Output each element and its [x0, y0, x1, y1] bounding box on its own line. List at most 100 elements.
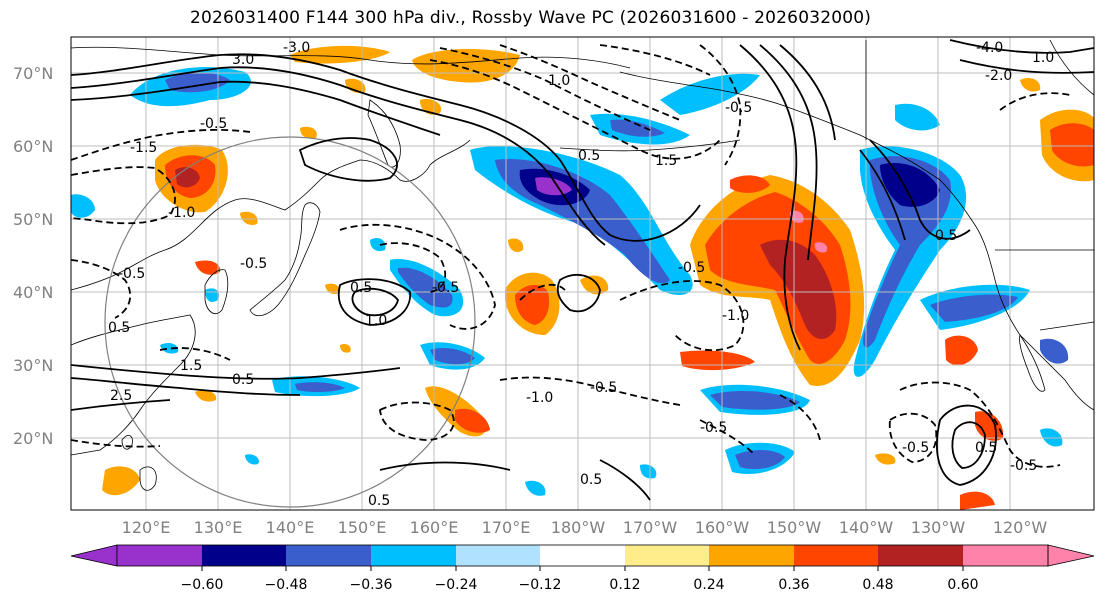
contour-solid — [379, 461, 511, 471]
contour-label: -1.0 — [168, 205, 195, 221]
contour-label: -0.5 — [118, 266, 145, 282]
contour-label: -4.0 — [976, 40, 1003, 56]
coastline-hudson — [1049, 39, 1094, 96]
colorbar-segment — [456, 545, 540, 566]
contour-dashed — [71, 259, 132, 319]
shade-positive — [960, 491, 995, 510]
contour-solid — [599, 459, 651, 501]
shade-positive — [240, 211, 258, 225]
colorbar-tick-label: 0.60 — [947, 577, 978, 593]
contour-dashed — [499, 376, 681, 406]
shade-negative — [660, 73, 760, 115]
shade-negative — [610, 119, 665, 137]
shade-positive — [508, 238, 524, 252]
shade-positive — [760, 239, 837, 340]
colorbar-tick-label: 0.24 — [693, 577, 724, 593]
contour-dashed — [159, 347, 231, 361]
contour-solid — [859, 149, 906, 241]
colorbar-segment — [202, 545, 286, 566]
contour-dashed — [379, 242, 447, 293]
contour-label: -2.0 — [985, 68, 1012, 84]
shade-positive — [945, 335, 978, 366]
contour-solid — [351, 287, 399, 317]
colorbar-tick-label: −0.48 — [265, 577, 308, 593]
contour-solid — [298, 137, 398, 182]
great-circle — [104, 136, 476, 508]
border-us-mexico — [1039, 321, 1094, 331]
contour-dashed — [71, 439, 161, 448]
contour-label: 0.5 — [368, 493, 390, 509]
contour-dashed — [699, 419, 756, 456]
contour-dashed — [779, 394, 821, 441]
coastline-korea — [204, 269, 229, 314]
lon-label: 170°E — [482, 518, 531, 537]
shade-positive — [195, 390, 217, 402]
contour-label: 0.5 — [108, 320, 130, 336]
lon-label: 140°E — [266, 518, 315, 537]
shade-positive — [1020, 78, 1041, 92]
contour-dashed — [519, 283, 566, 301]
lat-label: 30°N — [13, 356, 53, 375]
contour-solid — [869, 139, 971, 240]
contour-solid — [71, 80, 441, 136]
lat-label: 70°N — [13, 64, 53, 83]
contour-label: 1.5 — [655, 153, 677, 169]
lon-label: 120°W — [993, 518, 1048, 537]
shade-negative — [895, 103, 940, 131]
map-gridlines — [71, 37, 1094, 510]
shade-positive — [730, 175, 770, 193]
contour-dashed — [379, 401, 455, 441]
shade-positive — [1050, 123, 1094, 167]
shade-negative — [160, 342, 179, 354]
contour-label: 1.0 — [548, 73, 570, 89]
contour-dashed — [888, 412, 938, 463]
contour-dashed — [999, 92, 1071, 111]
contour-label: -0.5 — [590, 380, 617, 396]
contour-label: -0.5 — [200, 116, 227, 132]
contour-dashed — [499, 44, 681, 121]
shade-positive — [300, 126, 317, 139]
colorbar-tick-label: −0.60 — [181, 577, 224, 593]
shade-negative — [930, 294, 1018, 322]
colorbar-tick-label: 0.12 — [609, 577, 640, 593]
contour-dashed — [899, 381, 1061, 468]
contour-label: -1.5 — [130, 140, 157, 156]
shade-positive — [340, 343, 351, 353]
chart-title-container: 2026031400 F144 300 hPa div., Rossby Wav… — [0, 0, 1105, 30]
shade-positive — [875, 453, 896, 465]
coastline-china — [71, 314, 196, 456]
colorbar-extend-high — [1047, 544, 1095, 567]
shade-negative — [245, 454, 259, 465]
shade-negative — [535, 177, 572, 196]
map-panel: 3.0 -3.0 -4.0 -2.0 1.0 -0.5 -1.5 -1.0 0.… — [71, 37, 1094, 510]
contour-label: -0.5 — [240, 256, 267, 272]
lon-label: 140°W — [839, 518, 894, 537]
rossby-wave-contours — [71, 39, 1094, 501]
contour-solid — [71, 66, 606, 246]
colorbar-tick-label: −0.12 — [519, 577, 562, 593]
shade-negative — [863, 156, 951, 348]
contour-solid — [951, 421, 986, 469]
contour-dashed — [619, 280, 745, 352]
contour-label: -0.5 — [725, 100, 752, 116]
contour-dashed — [599, 44, 711, 76]
contour-solid — [556, 273, 601, 313]
coastline-north-america — [889, 149, 1094, 411]
contour-dashed — [339, 223, 496, 330]
map-frame — [70, 36, 1095, 511]
contour-dashed — [71, 166, 176, 225]
shade-negative — [295, 382, 345, 393]
shade-positive — [455, 408, 490, 433]
shade-positive — [325, 283, 340, 295]
coastline-siberia — [71, 46, 631, 69]
shade-negative — [640, 464, 657, 479]
shade-positive — [102, 466, 140, 496]
contour-label: 1.0 — [1032, 50, 1054, 66]
lat-label: 50°N — [13, 210, 53, 229]
shade-negative — [525, 480, 546, 496]
lon-label: 130°E — [194, 518, 243, 537]
contour-solid — [337, 278, 411, 326]
colorbar-tick-label: 0.48 — [862, 577, 893, 593]
contour-solid — [71, 364, 401, 380]
contour-label: 1.5 — [180, 358, 202, 374]
